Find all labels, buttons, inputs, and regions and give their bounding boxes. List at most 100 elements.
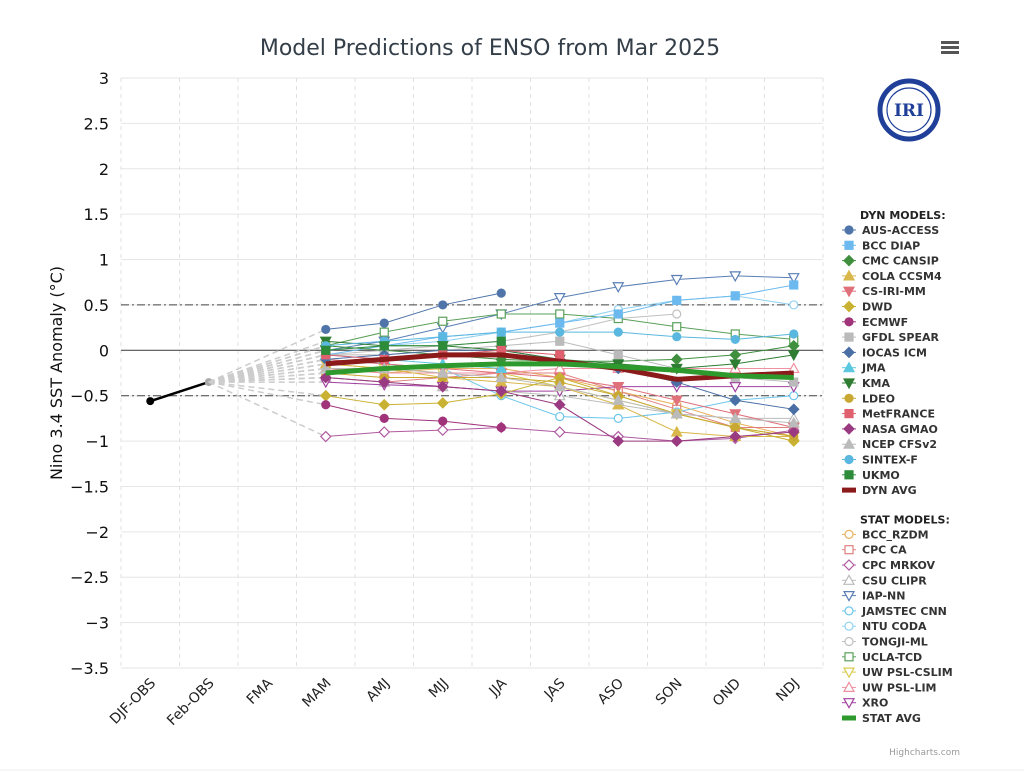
legend-label: CMC CANSIP <box>862 255 939 268</box>
dyn-series-connector <box>208 328 327 383</box>
legend-swatch <box>844 393 854 403</box>
dyn-series-point <box>729 430 742 443</box>
legend-label: TONGJI-ML <box>862 636 928 649</box>
dyn-series-point <box>730 334 740 345</box>
legend-item[interactable]: IAP-NN <box>842 590 905 603</box>
dyn-series-point <box>787 350 800 362</box>
dyn-series-point <box>789 377 799 387</box>
legend-label: BCC_RZDM <box>862 528 929 541</box>
legend-swatch <box>844 409 854 419</box>
legend-item[interactable]: GFDL SPEAR <box>842 331 940 344</box>
y-tick-label: 0 <box>99 341 109 360</box>
legend-swatch <box>842 667 856 679</box>
legend-swatch <box>843 346 855 359</box>
y-tick-label: −3 <box>85 614 109 633</box>
legend-item[interactable]: UKMO <box>842 469 900 482</box>
legend-item[interactable]: MetFRANCE <box>842 408 935 421</box>
stat-series-point <box>729 382 742 393</box>
legend-swatch <box>842 286 856 298</box>
stat-series-point <box>553 293 566 304</box>
stat-series-point <box>555 309 565 319</box>
legend-item[interactable]: COLA CCSM4 <box>842 269 942 283</box>
y-tick-label: −1.5 <box>70 477 109 496</box>
chart-menu-button[interactable] <box>934 34 966 60</box>
legend-item[interactable]: TONGJI-ML <box>842 636 928 649</box>
stat-series-point <box>787 362 800 374</box>
legend-item[interactable]: ECMWF <box>842 316 908 329</box>
dyn-series-point <box>438 300 448 310</box>
dyn-series-point <box>555 350 565 360</box>
legend-label: GFDL SPEAR <box>862 331 940 344</box>
credits[interactable]: Highcharts.com <box>889 748 960 758</box>
legend-label: MetFRANCE <box>862 408 935 421</box>
legend-item[interactable]: LDEO <box>842 392 895 405</box>
legend-item[interactable]: DYN AVG <box>842 484 917 497</box>
legend-item[interactable]: KMA <box>842 377 890 390</box>
dyn-series-point <box>789 329 799 339</box>
legend-label: NCEP CFSv2 <box>862 438 937 451</box>
legend-item[interactable]: CS-IRI-MM <box>842 285 926 298</box>
dyn-series-point <box>496 336 506 346</box>
legend-swatch <box>844 317 854 327</box>
legend-item[interactable]: BCC_RZDM <box>842 528 929 541</box>
legend-item[interactable]: NASA GMAO <box>842 423 938 436</box>
legend-swatch <box>844 470 854 480</box>
dyn-series-point <box>378 398 391 411</box>
legend-item[interactable]: CPC MRKOV <box>842 559 936 572</box>
legend-item[interactable]: XRO <box>842 697 888 710</box>
legend-swatch <box>843 423 855 435</box>
legend-item[interactable]: NCEP CFSv2 <box>842 437 937 451</box>
legend-swatch <box>842 361 856 373</box>
legend-item[interactable]: CSU CLIPR <box>842 574 927 587</box>
legend-item[interactable]: DWD <box>842 301 892 314</box>
stat-series-point <box>789 391 799 401</box>
legend-item[interactable]: CPC CA <box>842 544 907 557</box>
legend-item[interactable]: BCC DIAP <box>842 239 920 252</box>
legend-label: CPC MRKOV <box>862 559 936 572</box>
legend-label: AUS-ACCESS <box>862 224 939 237</box>
y-tick-label: 2.5 <box>84 114 109 133</box>
y-tick-label: 2 <box>99 160 109 179</box>
chart-title: Model Predictions of ENSO from Mar 2025 <box>260 36 720 61</box>
legend-item[interactable]: IOCAS ICM <box>842 346 927 359</box>
legend-item[interactable]: AUS-ACCESS <box>842 224 939 237</box>
stat-series-point <box>729 271 742 283</box>
legend-item[interactable]: JMA <box>842 361 886 375</box>
dyn-series-connector <box>208 349 326 383</box>
dyn-series-point <box>379 318 389 328</box>
dyn-series-point <box>729 394 742 407</box>
dyn-series-point <box>613 350 623 360</box>
dyn-series-point <box>555 318 565 328</box>
legend-item[interactable]: UCLA-TCD <box>842 651 922 664</box>
legend-swatch <box>844 454 854 465</box>
dyn-series-point <box>495 385 508 398</box>
dyn-series-point <box>672 295 682 305</box>
legend-item[interactable]: UW PSL-CSLIM <box>842 666 953 679</box>
legend-label: KMA <box>862 377 890 390</box>
legend-swatch <box>842 681 856 693</box>
dyn-series-line <box>325 404 502 428</box>
dyn-series-point <box>612 382 625 393</box>
legend-label: DYN AVG <box>862 484 917 497</box>
legend-item[interactable]: CMC CANSIP <box>842 255 939 268</box>
stat-series-point <box>612 282 625 294</box>
y-tick-label: −1 <box>85 432 109 451</box>
legend-item[interactable]: UW PSL-LIM <box>842 681 937 694</box>
legend-label: LDEO <box>862 392 895 405</box>
plot-area: 32.521.510.50−0.5−1−1.5−2−2.5−3−3.5DJF-O… <box>47 69 824 729</box>
legend-item[interactable]: STAT AVG <box>842 712 921 725</box>
legend-item[interactable]: SINTEX-F <box>842 454 918 467</box>
legend-swatch <box>844 621 854 631</box>
dyn-series-point <box>555 336 565 346</box>
legend-item[interactable]: JAMSTEC CNN <box>842 605 947 618</box>
stat-series-point <box>319 430 332 443</box>
dyn-series-point <box>787 416 800 428</box>
legend-item[interactable]: NTU CODA <box>842 620 927 633</box>
dyn-series-point <box>612 393 625 405</box>
dyn-series-point <box>321 345 331 355</box>
legend-swatch <box>842 378 856 390</box>
legend-label: CPC CA <box>862 544 907 557</box>
legend-swatch <box>844 332 854 342</box>
dyn-series-point <box>730 291 740 301</box>
